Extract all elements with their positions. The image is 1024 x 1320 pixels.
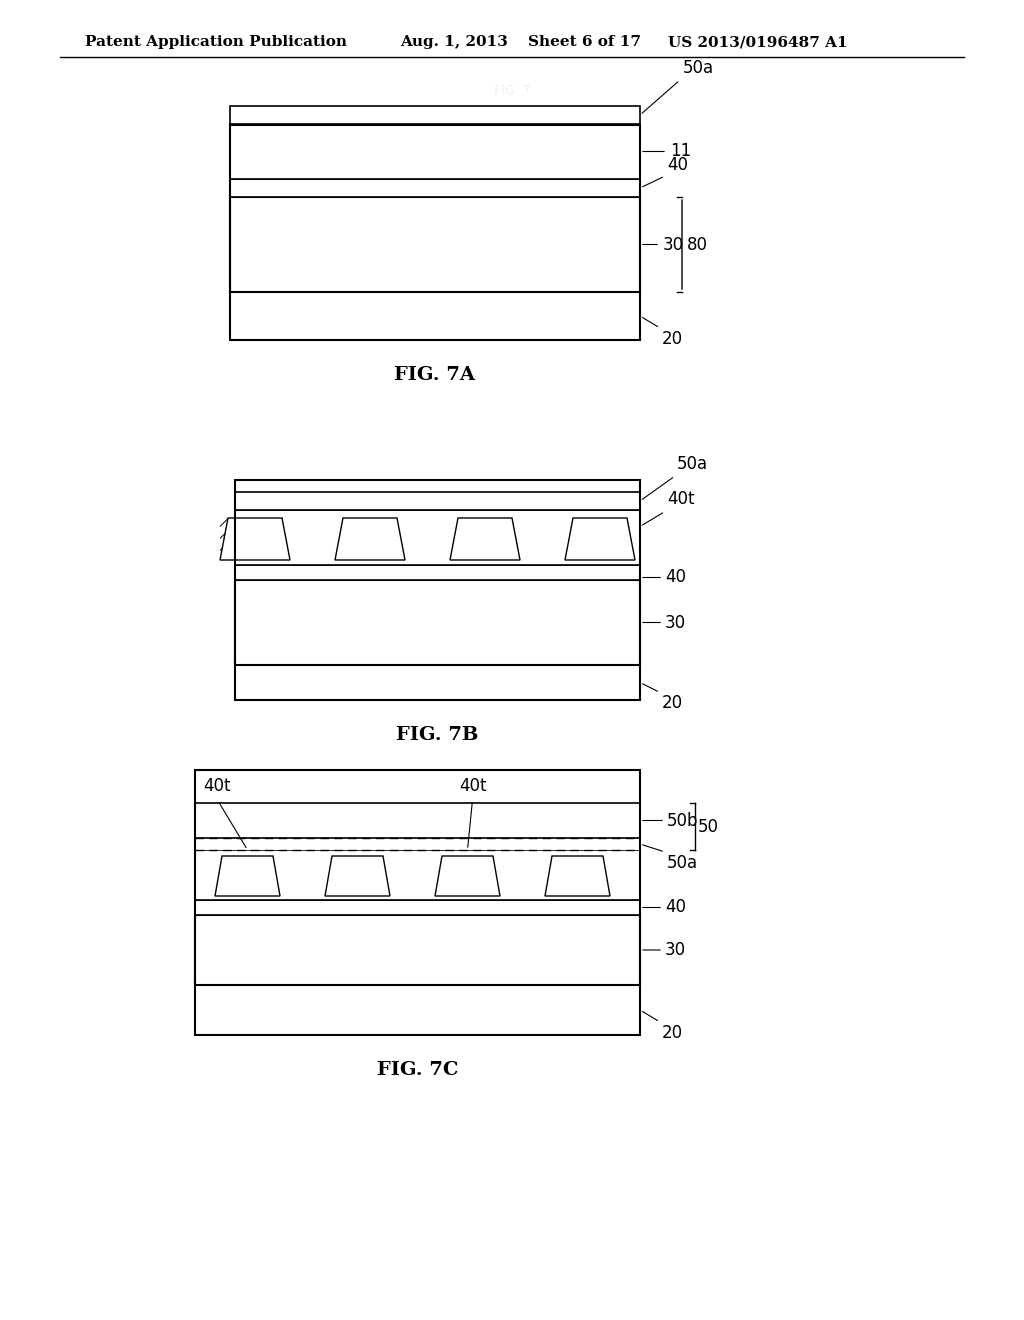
Text: 50a: 50a [677, 455, 709, 473]
Bar [230, 106, 640, 124]
Polygon shape [450, 517, 520, 560]
Bar [195, 803, 640, 838]
Text: 50a: 50a [667, 854, 698, 873]
Polygon shape [215, 855, 280, 896]
Text: 40t: 40t [204, 777, 231, 795]
Text: 40: 40 [665, 899, 686, 916]
Text: 30: 30 [665, 941, 686, 960]
Text: Patent Application Publication: Patent Application Publication [85, 36, 347, 49]
Bar [195, 803, 640, 838]
Bar [234, 579, 640, 665]
Bar [195, 850, 640, 900]
Bar [195, 900, 640, 915]
Bar [195, 838, 640, 850]
Polygon shape [435, 855, 500, 896]
Bar [230, 292, 640, 341]
Bar [195, 770, 640, 1035]
Bar [230, 124, 640, 180]
Text: 80: 80 [687, 235, 708, 253]
Bar [195, 985, 640, 1035]
Bar [234, 565, 640, 579]
Bar [195, 838, 640, 850]
Text: FIG. 7: FIG. 7 [494, 83, 530, 96]
Bar [230, 180, 640, 197]
Text: FIG. 7A: FIG. 7A [394, 366, 475, 384]
Text: Aug. 1, 2013: Aug. 1, 2013 [400, 36, 508, 49]
Text: 40t: 40t [459, 777, 486, 795]
Bar [230, 106, 640, 124]
Bar [195, 915, 640, 985]
Polygon shape [565, 517, 635, 560]
Bar [230, 180, 640, 197]
Text: 40: 40 [667, 156, 688, 174]
Polygon shape [325, 855, 390, 896]
Bar [234, 510, 640, 565]
Text: 20: 20 [662, 694, 683, 713]
Text: 30: 30 [663, 235, 684, 253]
Bar [230, 197, 640, 292]
Text: 50: 50 [698, 817, 719, 836]
Text: FIG. 7B: FIG. 7B [396, 726, 479, 744]
Text: 40: 40 [665, 569, 686, 586]
Bar [230, 292, 640, 341]
Bar [230, 124, 640, 180]
Polygon shape [220, 517, 290, 560]
Bar [230, 125, 640, 341]
Bar [195, 900, 640, 915]
Text: 20: 20 [662, 330, 683, 348]
Bar [195, 850, 640, 900]
Polygon shape [335, 517, 406, 560]
Bar [234, 665, 640, 700]
Text: 50a: 50a [683, 59, 714, 77]
Bar [230, 197, 640, 292]
Text: 20: 20 [662, 1024, 683, 1041]
Polygon shape [545, 855, 610, 896]
Bar [195, 985, 640, 1035]
Bar [234, 579, 640, 665]
Text: 30: 30 [665, 614, 686, 631]
Bar [234, 510, 640, 565]
Text: 11: 11 [670, 143, 691, 161]
Text: FIG. 7C: FIG. 7C [377, 1061, 459, 1078]
Bar [234, 665, 640, 700]
Bar [234, 565, 640, 579]
Bar [234, 480, 640, 700]
Bar [234, 492, 640, 510]
Bar [234, 492, 640, 510]
Text: 40t: 40t [667, 491, 694, 508]
Text: Sheet 6 of 17: Sheet 6 of 17 [528, 36, 641, 49]
Bar [195, 915, 640, 985]
Text: 50b: 50b [667, 812, 698, 829]
Text: US 2013/0196487 A1: US 2013/0196487 A1 [668, 36, 848, 49]
